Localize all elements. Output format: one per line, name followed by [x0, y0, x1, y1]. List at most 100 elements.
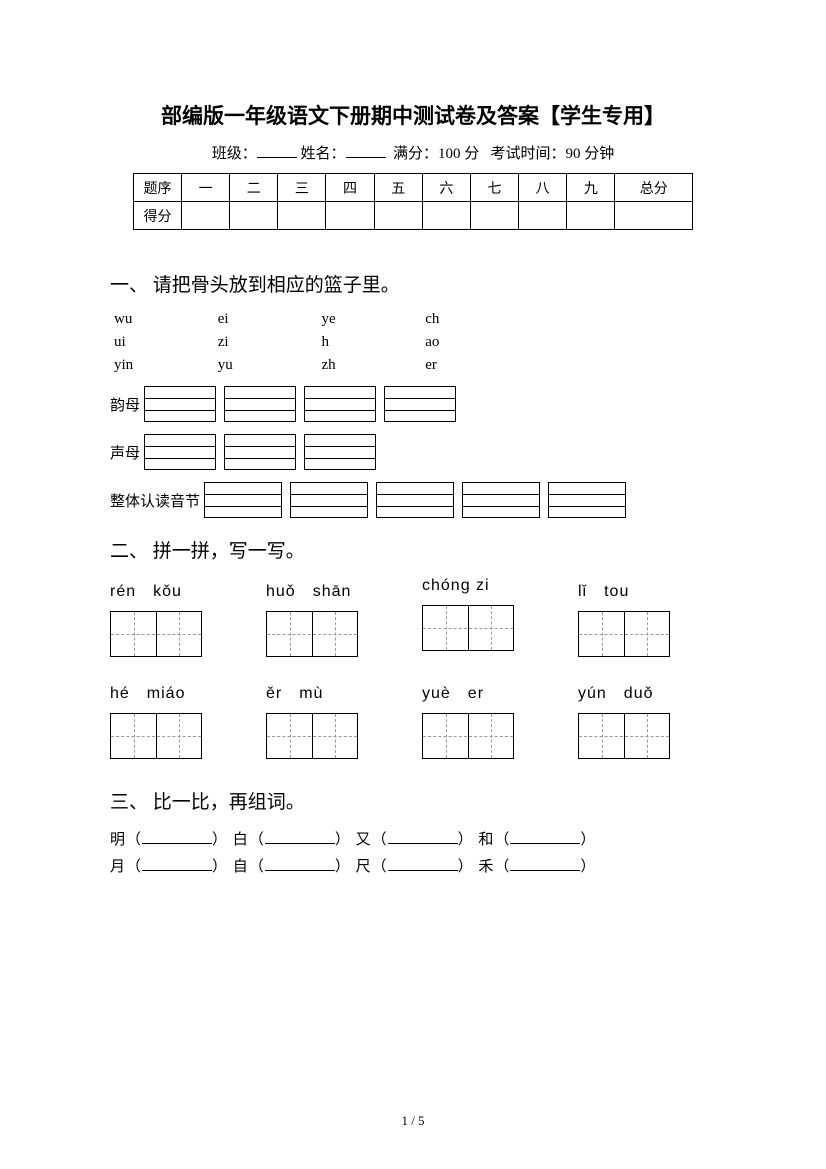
table-row: 题序 一 二 三 四 五 六 七 八 九 总分: [134, 174, 693, 202]
pinyin: huǒ shān: [266, 577, 376, 601]
pinyin-item: yu: [218, 357, 318, 374]
answer-box[interactable]: [304, 386, 376, 422]
cell[interactable]: [182, 202, 230, 230]
yunmu-row: 韵母: [110, 386, 716, 422]
q1-title: 一、 请把骨头放到相应的篮子里。: [110, 270, 716, 297]
pinyin-item: yin: [114, 357, 214, 374]
pinyin: chóng zi: [422, 577, 532, 595]
cell: 八: [519, 174, 567, 202]
answer-box[interactable]: [144, 434, 216, 470]
page-title: 部编版一年级语文下册期中测试卷及答案【学生专用】: [110, 100, 716, 130]
full-marks: 满分：100 分: [393, 146, 479, 162]
zhengti-label: 整体认读音节: [110, 490, 200, 511]
char: 又: [356, 832, 372, 848]
cell[interactable]: [278, 202, 326, 230]
answer-box[interactable]: [462, 482, 540, 518]
pinyin: lǐ tou: [578, 577, 688, 601]
char-box[interactable]: [110, 713, 202, 759]
char-box[interactable]: [110, 611, 202, 657]
cell: 四: [326, 174, 374, 202]
char-box[interactable]: [578, 713, 670, 759]
q3-line-2: 月（） 自（） 尺（） 禾（）: [110, 855, 716, 876]
cell[interactable]: [567, 202, 615, 230]
pinyin-item: zi: [218, 334, 318, 351]
answer-box[interactable]: [384, 386, 456, 422]
blank[interactable]: [142, 830, 212, 844]
char: 白: [233, 832, 249, 848]
char-box[interactable]: [578, 611, 670, 657]
cell: 一: [182, 174, 230, 202]
blank[interactable]: [265, 857, 335, 871]
answer-box[interactable]: [548, 482, 626, 518]
pinyin-item: h: [322, 334, 422, 351]
exam-time: 考试时间：90 分钟: [491, 146, 615, 162]
name-blank[interactable]: [346, 143, 386, 158]
cell: 二: [230, 174, 278, 202]
blank[interactable]: [388, 830, 458, 844]
page-number: 1 / 5: [0, 1113, 826, 1129]
subtitle-line: 班级： 姓名： 满分：100 分 考试时间：90 分钟: [110, 142, 716, 163]
yunmu-label: 韵母: [110, 394, 140, 415]
pinyin-item: er: [425, 357, 525, 374]
char-box[interactable]: [266, 713, 358, 759]
pinyin-item: zh: [322, 357, 422, 374]
cell: 题序: [134, 174, 182, 202]
char: 禾: [478, 859, 494, 875]
cell: 五: [374, 174, 422, 202]
cell[interactable]: [615, 202, 693, 230]
name-label: 姓名：: [300, 146, 345, 162]
cell[interactable]: [519, 202, 567, 230]
class-blank[interactable]: [257, 143, 297, 158]
answer-box[interactable]: [144, 386, 216, 422]
char: 自: [233, 859, 249, 875]
blank[interactable]: [388, 857, 458, 871]
blank[interactable]: [265, 830, 335, 844]
table-row: 得分: [134, 202, 693, 230]
q2-title: 二、 拼一拼，写一写。: [110, 536, 716, 563]
char: 月: [110, 859, 126, 875]
answer-box[interactable]: [204, 482, 282, 518]
pinyin: yuè er: [422, 679, 532, 703]
char: 和: [478, 832, 494, 848]
q2-row1: rén kǒu huǒ shān chóng zi lǐ tou: [110, 577, 716, 657]
answer-box[interactable]: [290, 482, 368, 518]
pinyin: ěr mù: [266, 679, 376, 703]
pinyin: yún duǒ: [578, 679, 688, 703]
cell[interactable]: [422, 202, 470, 230]
cell[interactable]: [326, 202, 374, 230]
cell: 得分: [134, 202, 182, 230]
pinyin-item: ch: [425, 311, 525, 328]
cell: 九: [567, 174, 615, 202]
cell: 七: [470, 174, 518, 202]
pinyin-item: wu: [114, 311, 214, 328]
cell[interactable]: [470, 202, 518, 230]
answer-box[interactable]: [304, 434, 376, 470]
pinyin-item: ei: [218, 311, 318, 328]
char-box[interactable]: [422, 713, 514, 759]
answer-box[interactable]: [224, 434, 296, 470]
answer-box[interactable]: [224, 386, 296, 422]
q3-title: 三、 比一比，再组词。: [110, 787, 716, 814]
blank[interactable]: [510, 857, 580, 871]
char-box[interactable]: [422, 605, 514, 651]
zhengti-row: 整体认读音节: [110, 482, 716, 518]
answer-box[interactable]: [376, 482, 454, 518]
pinyin-item: ui: [114, 334, 214, 351]
char-box[interactable]: [266, 611, 358, 657]
cell: 总分: [615, 174, 693, 202]
q2-row2: hé miáo ěr mù yuè er yún duǒ: [110, 679, 716, 759]
q1-pinyin-grid: wu ei ye ch ui zi h ao yin yu zh er: [114, 311, 716, 374]
cell[interactable]: [230, 202, 278, 230]
q3-line-1: 明（） 白（） 又（） 和（）: [110, 828, 716, 849]
cell[interactable]: [374, 202, 422, 230]
blank[interactable]: [510, 830, 580, 844]
score-table: 题序 一 二 三 四 五 六 七 八 九 总分 得分: [133, 173, 693, 230]
pinyin: hé miáo: [110, 679, 220, 703]
char: 明: [110, 832, 126, 848]
char: 尺: [356, 859, 372, 875]
shengmu-row: 声母: [110, 434, 716, 470]
cell: 三: [278, 174, 326, 202]
pinyin-item: ye: [322, 311, 422, 328]
pinyin-item: ao: [425, 334, 525, 351]
blank[interactable]: [142, 857, 212, 871]
